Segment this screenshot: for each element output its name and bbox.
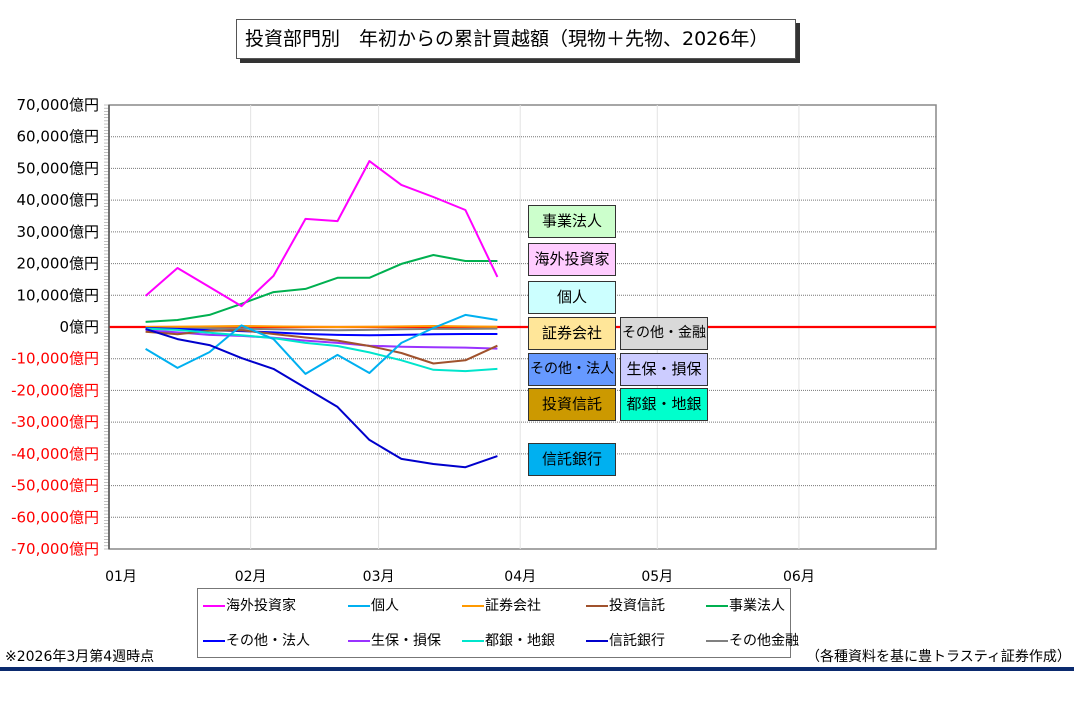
legend-swatch [706,605,728,607]
legend-label: 事業法人 [729,598,785,614]
chart-title: 投資部門別 年初からの累計買越額（現物＋先物、2026年） [236,19,796,59]
tag-label: 都銀・地銀 [626,395,702,413]
y-tick-label: 40,000億円 [17,191,100,209]
legend-item: その他金融 [706,631,799,651]
series-line-0 [144,160,499,308]
tag-kaigai-toshika: 海外投資家 [528,243,616,276]
legend-item: 生保・損保 [348,631,441,651]
x-tick-label: 05月 [641,569,673,585]
legend-swatch [586,640,608,642]
y-tick-label: -20,000億円 [11,381,99,399]
footnote-source: （各種資料を基に豊トラスティ証券作成） [806,649,1071,665]
series-lines [144,160,499,469]
y-tick-label: -10,000億円 [11,350,99,368]
legend-swatch [348,640,370,642]
x-tick-label: 02月 [235,569,267,585]
legend-label: その他金融 [729,633,799,649]
tag-label: 投資信託 [541,395,602,413]
y-tick-label: -30,000億円 [11,413,99,431]
y-tick-label: 30,000億円 [17,223,100,241]
tag-jigyo-hojin: 事業法人 [528,205,616,238]
legend-label: 信託銀行 [609,633,665,649]
line-chart: 70,000億円 60,000億円 50,000億円 40,000億円 30,000億円… [11,96,937,585]
chart-legend: 海外投資家 個人 証券会社 投資信託 事業法人その他・法人 生保・損保 都銀・地銀 信託銀行 そ… [197,588,799,658]
tag-label: その他・金融 [622,325,706,341]
y-tick-label: 0億円 [59,318,99,336]
legend-label: その他・法人 [226,633,310,649]
y-tick-label: -40,000億円 [11,445,99,463]
legend-label: 生保・損保 [371,633,441,649]
legend-label: 海外投資家 [226,598,296,614]
tag-label: 証券会社 [541,324,602,342]
legend-swatch [348,605,370,607]
tag-label: 信託銀行 [541,450,602,468]
series-line-8 [145,327,498,469]
series-line-1 [145,313,498,375]
x-tick-label: 06月 [783,569,815,585]
legend-item: 海外投資家 [203,596,296,616]
y-tick-label: 60,000億円 [17,128,100,146]
legend-label: 証券会社 [485,598,541,614]
y-tick-label: 20,000億円 [17,255,100,273]
legend-swatch [706,640,728,642]
legend-label: 投資信託 [609,598,665,614]
x-tick-label: 03月 [363,569,395,585]
tag-shoken-gaisha: 証券会社 [528,317,616,350]
tag-label: 生保・損保 [626,360,702,378]
legend-item: 個人 [348,596,399,616]
legend-swatch [462,640,484,642]
legend-item: 都銀・地銀 [462,631,555,651]
legend-swatch [462,605,484,607]
y-axis: 70,000億円 60,000億円 50,000億円 40,000億円 30,000億円… [11,96,110,558]
series-line-2 [145,325,498,328]
tag-label: 海外投資家 [534,250,610,268]
y-tick-label: -70,000億円 [11,540,99,558]
bottom-rule [0,667,1074,671]
legend-label: 個人 [371,598,399,614]
legend-item: 投資信託 [586,596,665,616]
series-line-6 [145,329,498,350]
legend-swatch [203,605,225,607]
y-tick-label: 50,000億円 [17,159,100,177]
x-axis: 01月 02月 03月 04月 05月 06月 [105,569,815,585]
legend-label: 都銀・地銀 [485,633,555,649]
series-line-9 [145,326,498,332]
x-tick-label: 01月 [105,569,137,585]
tag-label: その他・法人 [530,361,614,377]
tag-toshi-shintaku: 投資信託 [528,388,616,421]
series-line-4 [145,254,498,323]
legend-item: 証券会社 [462,596,541,616]
legend-swatch [586,605,608,607]
tag-label: 事業法人 [541,212,602,230]
legend-item: その他・法人 [203,631,310,651]
legend-item: 事業法人 [706,596,785,616]
tag-seiho-sonpo: 生保・損保 [620,353,708,386]
y-tick-label: -50,000億円 [11,477,99,495]
tag-label: 個人 [556,288,587,306]
tag-shintaku-ginko: 信託銀行 [528,443,616,476]
y-tick-label: 10,000億円 [17,286,100,304]
series-line-5 [145,327,498,337]
series-line-7 [145,327,498,373]
footnote-as-of: ※2026年3月第4週時点 [5,649,155,665]
legend-swatch [203,640,225,642]
legend-item: 信託銀行 [586,631,665,651]
tag-sonota-hojin: その他・法人 [528,353,616,386]
tag-sonota-kinyu: その他・金融 [620,317,708,350]
tag-kojin: 個人 [528,281,616,314]
x-tick-label: 04月 [504,569,536,585]
y-tick-label: 70,000億円 [17,96,100,114]
tag-togin-chigin: 都銀・地銀 [620,388,708,421]
y-tick-label: -60,000億円 [11,508,99,526]
